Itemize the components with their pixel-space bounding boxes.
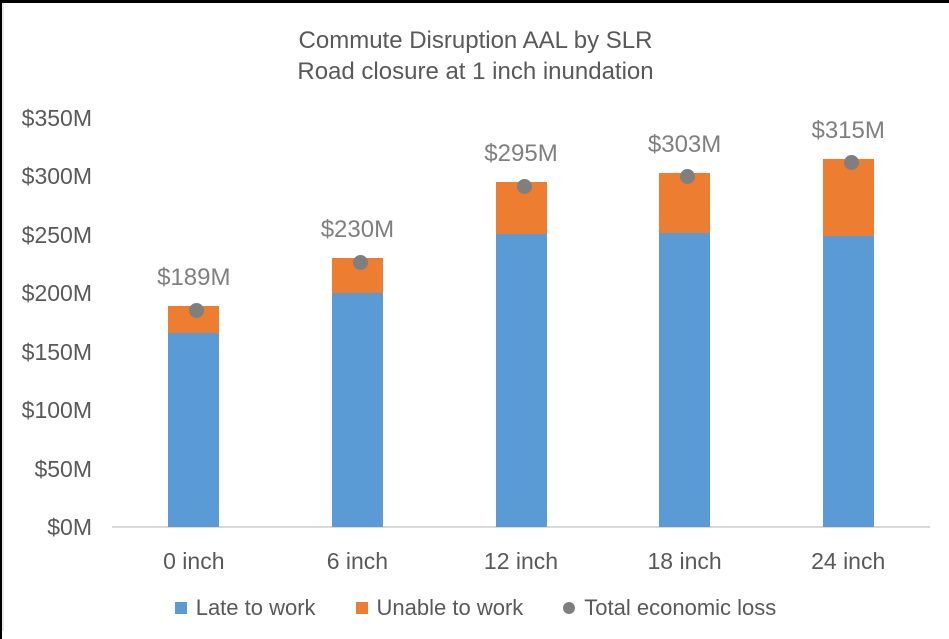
total-economic-loss-marker bbox=[680, 169, 696, 185]
total-data-label: $189M bbox=[157, 264, 231, 292]
legend-item: Total economic loss bbox=[563, 595, 776, 621]
bar-late-to-work bbox=[822, 236, 874, 527]
legend: Late to work Unable to work Total economic… bbox=[2, 595, 949, 621]
total-economic-loss-marker bbox=[189, 302, 205, 318]
x-axis-category-label: 12 inch bbox=[483, 548, 559, 574]
total-data-label: $230M bbox=[320, 216, 395, 244]
y-axis-tick-label: $300M bbox=[21, 163, 92, 190]
total-economic-loss-marker bbox=[516, 178, 532, 194]
left-edge-shade bbox=[2, 3, 4, 631]
legend-item: Late to work bbox=[174, 595, 316, 621]
total-economic-loss-marker bbox=[843, 155, 859, 171]
legend-label: Unable to work bbox=[376, 595, 524, 620]
legend-square-icon bbox=[174, 602, 187, 614]
y-axis-tick-label: $100M bbox=[21, 397, 92, 424]
y-axis-tick-label: $50M bbox=[34, 455, 92, 482]
chart-title-block: Commute Disruption AAL by SLR Road closu… bbox=[2, 25, 949, 87]
legend-label: Late to work bbox=[195, 595, 316, 620]
bar-late-to-work bbox=[331, 293, 383, 527]
x-axis-category-label: 0 inch bbox=[163, 548, 225, 574]
bar-late-to-work bbox=[495, 233, 547, 527]
legend-circle-icon bbox=[563, 602, 576, 614]
total-data-label: $303M bbox=[647, 130, 722, 158]
bar-late-to-work bbox=[168, 333, 220, 527]
y-axis-tick-label: $250M bbox=[21, 221, 92, 248]
x-axis-category-label: 18 inch bbox=[647, 548, 722, 574]
bar-late-to-work bbox=[659, 232, 711, 527]
legend-square-icon bbox=[355, 602, 368, 614]
x-axis-category-label: 6 inch bbox=[326, 548, 389, 574]
total-data-label: $315M bbox=[811, 116, 885, 144]
y-axis-tick-label: $0M bbox=[47, 514, 92, 540]
total-economic-loss-marker bbox=[352, 254, 368, 270]
legend-label: Total economic loss bbox=[584, 595, 777, 620]
legend-item: Unable to work bbox=[355, 595, 524, 621]
x-axis-category-label: 24 inch bbox=[811, 548, 886, 574]
bar-unable-to-work bbox=[822, 158, 874, 237]
y-axis-tick-label: $150M bbox=[21, 338, 92, 365]
chart-subtitle: Road closure at 1 inch inundation bbox=[297, 58, 654, 85]
y-axis-tick-label: $200M bbox=[21, 280, 92, 307]
total-data-label: $295M bbox=[484, 140, 558, 168]
chart-title: Commute Disruption AAL by SLR bbox=[298, 27, 653, 54]
y-axis-tick-label: $350M bbox=[21, 105, 92, 131]
x-axis-line bbox=[112, 526, 930, 528]
